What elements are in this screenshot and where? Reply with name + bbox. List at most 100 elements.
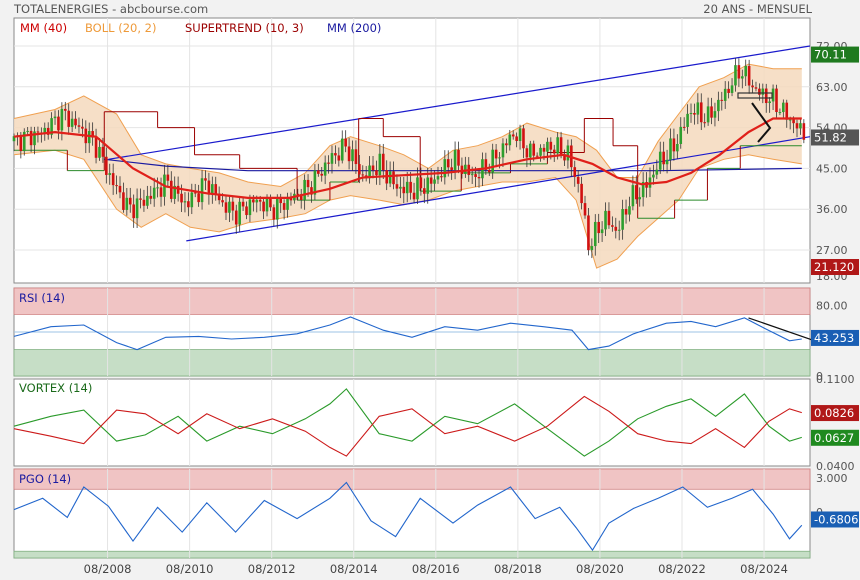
candle-body [758, 88, 761, 95]
candle-body [77, 125, 81, 127]
legend-item-1: BOLL (20, 2) [85, 21, 156, 35]
candle-body [744, 65, 748, 77]
vortex-title: VORTEX (14) [19, 381, 92, 395]
candle-body [19, 135, 23, 152]
candle-body [573, 167, 577, 177]
pgo-line [13, 481, 803, 552]
candle-body [638, 197, 642, 200]
candle-body [727, 88, 730, 93]
candle-body [682, 126, 686, 128]
candle-body [583, 203, 587, 216]
price-last-label-0: 70.11 [811, 46, 859, 63]
candle-body [67, 110, 71, 127]
candle-body [245, 206, 248, 216]
candle-body [214, 184, 218, 194]
mm40-line [13, 117, 802, 199]
candle-body [105, 156, 108, 175]
price-y-tick-label: 27.00 [816, 244, 848, 257]
price-last-label-0-text: 70.11 [814, 48, 847, 62]
candle-body [330, 153, 334, 164]
candle-body [60, 108, 64, 131]
candle-body [792, 119, 795, 124]
vortex-last-label-1-bg [811, 429, 859, 446]
mm200-line [104, 158, 802, 172]
candle-body [33, 131, 36, 146]
chart-period-label: 20 ANS - MENSUEL [703, 2, 812, 16]
candle-body [275, 197, 279, 220]
candle-body [231, 201, 235, 211]
candle-body [624, 209, 628, 215]
candle-body [50, 118, 53, 135]
candle-body [747, 65, 751, 86]
rsi-overbought-zone [13, 287, 811, 315]
candle-body [135, 198, 139, 219]
candle-body [87, 131, 91, 144]
rsi-oversold-zone [13, 349, 811, 377]
candle-body [272, 207, 276, 220]
pgo-y-tick-label: 3.000 [816, 472, 848, 485]
candle-body [423, 188, 426, 194]
candle-body [494, 149, 498, 159]
vortex-y-tick-label: 0.0400 [816, 460, 855, 473]
candle-body [149, 195, 153, 199]
legend-item-3: MM (200) [327, 21, 381, 35]
candle-body [501, 143, 505, 158]
candle-body [508, 134, 512, 146]
rsi-title: RSI (14) [19, 291, 65, 305]
candle-body [115, 185, 118, 187]
vortex-last-label-0: 0.0826 [811, 405, 859, 422]
candle-body [111, 173, 115, 186]
candle-body [46, 127, 50, 135]
candle-body [12, 136, 16, 142]
candle-body [361, 174, 365, 176]
candle-body [286, 196, 289, 210]
candle-body [211, 184, 214, 195]
candle-body [529, 143, 532, 158]
candle-body [252, 199, 255, 203]
candle-body [778, 112, 782, 114]
candle-body [166, 174, 170, 181]
candle-body [132, 204, 135, 219]
candle-body [713, 111, 717, 118]
vortex-line-0 [13, 388, 802, 457]
candle-body [487, 169, 491, 173]
candle-body [696, 102, 700, 115]
vortex-line-1 [13, 395, 802, 457]
price-last-label-1: 51.82 [811, 129, 859, 146]
candle-body [354, 149, 358, 165]
candle-body [63, 108, 67, 111]
candle-body [125, 197, 129, 210]
pgo-title: PGO (14) [19, 472, 71, 486]
rsi-line [13, 316, 802, 351]
candle-body [788, 119, 792, 121]
rsi-y-tick-label: 80.00 [816, 300, 848, 313]
candle-body [241, 201, 245, 207]
candle-body [81, 126, 84, 129]
candle-body [173, 185, 177, 199]
candle-body [556, 137, 559, 154]
candle-body [200, 178, 204, 203]
candle-body [53, 116, 57, 119]
candle-body [187, 201, 190, 208]
candle-body [279, 197, 283, 204]
candle-body [799, 123, 802, 129]
candle-body [460, 165, 464, 174]
channel-lower-line [186, 136, 811, 242]
candle-body [296, 193, 300, 195]
candle-body [142, 199, 146, 206]
candle-body [491, 149, 494, 173]
x-axis: 08/2008 08/2010 08/2012 08/2014 08/2016 08/20… [84, 562, 788, 576]
candle-body [351, 149, 354, 162]
candle-body [450, 167, 453, 170]
candle-body [204, 178, 207, 181]
candle-body [94, 137, 98, 158]
candle-body [317, 170, 320, 174]
candle-body [710, 106, 713, 118]
candle-body [269, 197, 272, 208]
x-tick-label: 08/2024 [740, 562, 788, 576]
pgo-last-label-bg [811, 511, 859, 528]
candle-body [652, 174, 655, 178]
candle-body [169, 180, 173, 199]
candle-body [180, 193, 183, 203]
